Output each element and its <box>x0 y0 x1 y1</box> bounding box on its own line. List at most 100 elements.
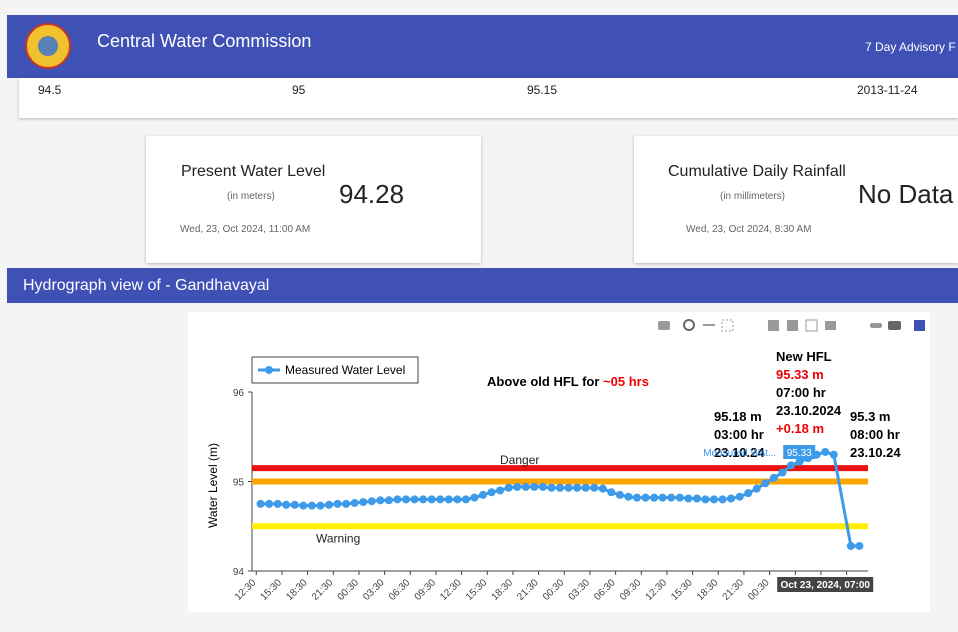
header-title: Central Water Commission <box>97 31 312 51</box>
tool-icon[interactable] <box>721 319 734 332</box>
logo <box>25 23 71 69</box>
y-axis-label: Water Level (m) <box>206 443 220 528</box>
tool-icon[interactable] <box>914 320 925 331</box>
data-point <box>615 490 624 499</box>
tool-icon[interactable] <box>703 324 715 326</box>
card-unit: (in millimeters) <box>720 191 785 202</box>
card-value: No Data <box>858 179 954 209</box>
annotation: 95.18 m <box>714 409 762 424</box>
data-point <box>453 495 462 504</box>
data-point <box>641 493 650 502</box>
tool-icon[interactable] <box>888 321 901 330</box>
data-point <box>573 483 582 492</box>
card-date: Wed, 23, Oct 2024, 11:00 AM <box>180 224 311 235</box>
data-point <box>761 479 770 488</box>
data-point <box>547 483 556 492</box>
y-tick-label: 95 <box>233 478 245 489</box>
data-point <box>650 493 659 502</box>
data-point <box>487 488 496 497</box>
data-point <box>419 495 428 504</box>
tool-icon[interactable] <box>683 319 695 331</box>
data-point <box>290 500 299 509</box>
annotation: 07:00 hr <box>776 385 826 400</box>
annotation-duration: ~05 hrs <box>603 374 649 389</box>
data-point <box>402 495 410 504</box>
tool-icon[interactable] <box>825 321 836 330</box>
tool-icon[interactable] <box>658 321 670 330</box>
toolbar <box>658 319 925 332</box>
card-title: Cumulative Daily Rainfall <box>668 163 846 180</box>
data-point <box>333 499 342 508</box>
data-point <box>256 499 265 508</box>
tool-icon[interactable] <box>870 323 882 328</box>
data-point <box>307 501 316 510</box>
water-level-card: Present Water Level (in meters) 94.28 We… <box>146 136 481 263</box>
hover-value: 95.33 <box>787 448 812 459</box>
section-title: Hydrograph view of - Gandhavayal <box>23 277 270 294</box>
advisory-link[interactable]: 7 Day Advisory F <box>865 40 956 54</box>
data-point <box>367 497 376 506</box>
data-point <box>350 498 359 507</box>
data-point <box>598 484 607 493</box>
tool-icon[interactable] <box>787 320 798 331</box>
cell: 95.15 <box>527 83 558 97</box>
data-point <box>513 482 522 491</box>
threshold-label: Danger <box>500 453 539 467</box>
annotation: +0.18 m <box>776 421 824 436</box>
data-point <box>393 495 402 504</box>
data-point <box>427 495 436 504</box>
section-header: Hydrograph view of - Gandhavayal <box>7 268 958 303</box>
data-point <box>504 483 513 492</box>
data-point <box>710 495 718 504</box>
data-point <box>744 489 753 498</box>
data-point <box>795 457 804 466</box>
cell: 95 <box>292 83 306 97</box>
data-point <box>384 496 393 505</box>
annotation: 23.10.24 <box>714 445 765 460</box>
card-value: 94.28 <box>339 179 405 209</box>
card-title: Present Water Level <box>181 163 326 180</box>
data-point <box>778 468 787 477</box>
legend-swatch-dot <box>265 366 273 374</box>
tool-icon[interactable] <box>805 319 818 332</box>
levels-row: 94.5 95 95.15 2013-11-24 <box>19 78 958 118</box>
data-point <box>564 483 573 492</box>
data-point <box>470 493 479 502</box>
data-point <box>342 499 351 508</box>
data-point <box>444 495 453 504</box>
data-point <box>530 482 539 491</box>
hover-value-box <box>783 445 816 459</box>
data-point <box>769 473 778 482</box>
hover-name: Measured Wat... <box>703 448 776 459</box>
y-tick-label: 94 <box>233 567 245 578</box>
data-point <box>325 500 333 509</box>
data-point <box>701 495 710 504</box>
app-header: Central Water Commission 7 Day Advisory … <box>7 15 958 78</box>
y-tick-label: 96 <box>233 388 245 399</box>
data-point <box>316 501 325 510</box>
cell: 94.5 <box>38 83 62 97</box>
annotation-text: Above old HFL for <box>487 374 603 389</box>
data-point <box>675 493 684 502</box>
data-point <box>299 501 308 510</box>
annotation: 08:00 hr <box>850 427 900 442</box>
data-point <box>581 483 590 492</box>
data-point <box>829 450 838 459</box>
legend-label: Measured Water Level <box>285 363 405 377</box>
tool-icon[interactable] <box>768 320 779 331</box>
card-date: Wed, 23, Oct 2024, 8:30 AM <box>686 224 812 235</box>
data-point <box>461 495 470 504</box>
data-point <box>556 483 564 492</box>
data-point <box>496 486 505 495</box>
annotation: 95.3 m <box>850 409 890 424</box>
hover-x-box <box>777 577 874 592</box>
data-point <box>282 500 291 509</box>
data-point <box>590 483 599 492</box>
data-point <box>718 495 727 504</box>
data-point <box>538 482 547 491</box>
annotation: 95.33 m <box>776 367 824 382</box>
data-point <box>727 494 736 503</box>
data-point <box>376 496 385 505</box>
